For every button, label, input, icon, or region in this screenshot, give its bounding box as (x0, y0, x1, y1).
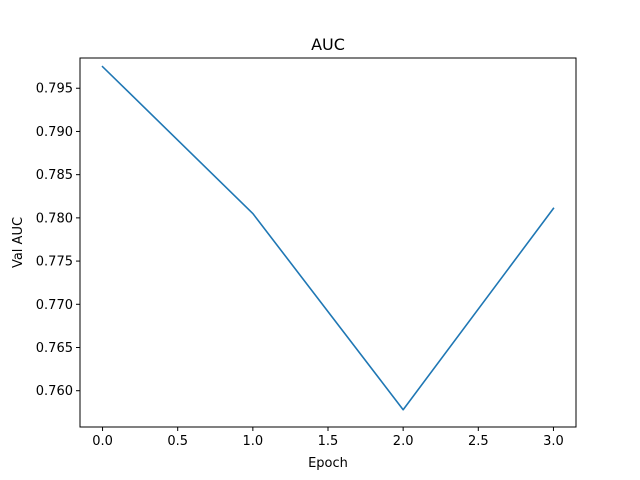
y-tick-label: 0.770 (36, 298, 73, 313)
series-line (101, 65, 555, 411)
y-axis: 0.760 0.765 0.770 0.775 0.780 0.785 0.790 0.795 (36, 82, 80, 399)
series-layer (101, 65, 555, 411)
y-tick-label: 0.775 (36, 255, 73, 270)
x-tick-label: 1.5 (318, 434, 339, 449)
x-tick-label: 3.0 (543, 434, 564, 449)
x-tick-label: 1.0 (243, 434, 264, 449)
x-tick-label: 0.0 (92, 434, 113, 449)
chart-title: AUC (311, 35, 345, 54)
y-axis-label: Val AUC (11, 217, 26, 268)
y-tick-label: 0.795 (36, 82, 73, 97)
y-tick-label: 0.765 (36, 341, 73, 356)
x-tick-label: 0.5 (167, 434, 188, 449)
y-tick-label: 0.785 (36, 168, 73, 183)
x-tick-label: 2.0 (393, 434, 414, 449)
y-tick-label: 0.790 (36, 125, 73, 140)
x-tick-label: 2.5 (468, 434, 489, 449)
x-axis: 0.0 0.5 1.0 1.5 2.0 2.5 3.0 (92, 427, 564, 449)
x-axis-label: Epoch (308, 456, 348, 471)
y-tick-label: 0.780 (36, 211, 73, 226)
y-tick-label: 0.760 (36, 384, 73, 399)
